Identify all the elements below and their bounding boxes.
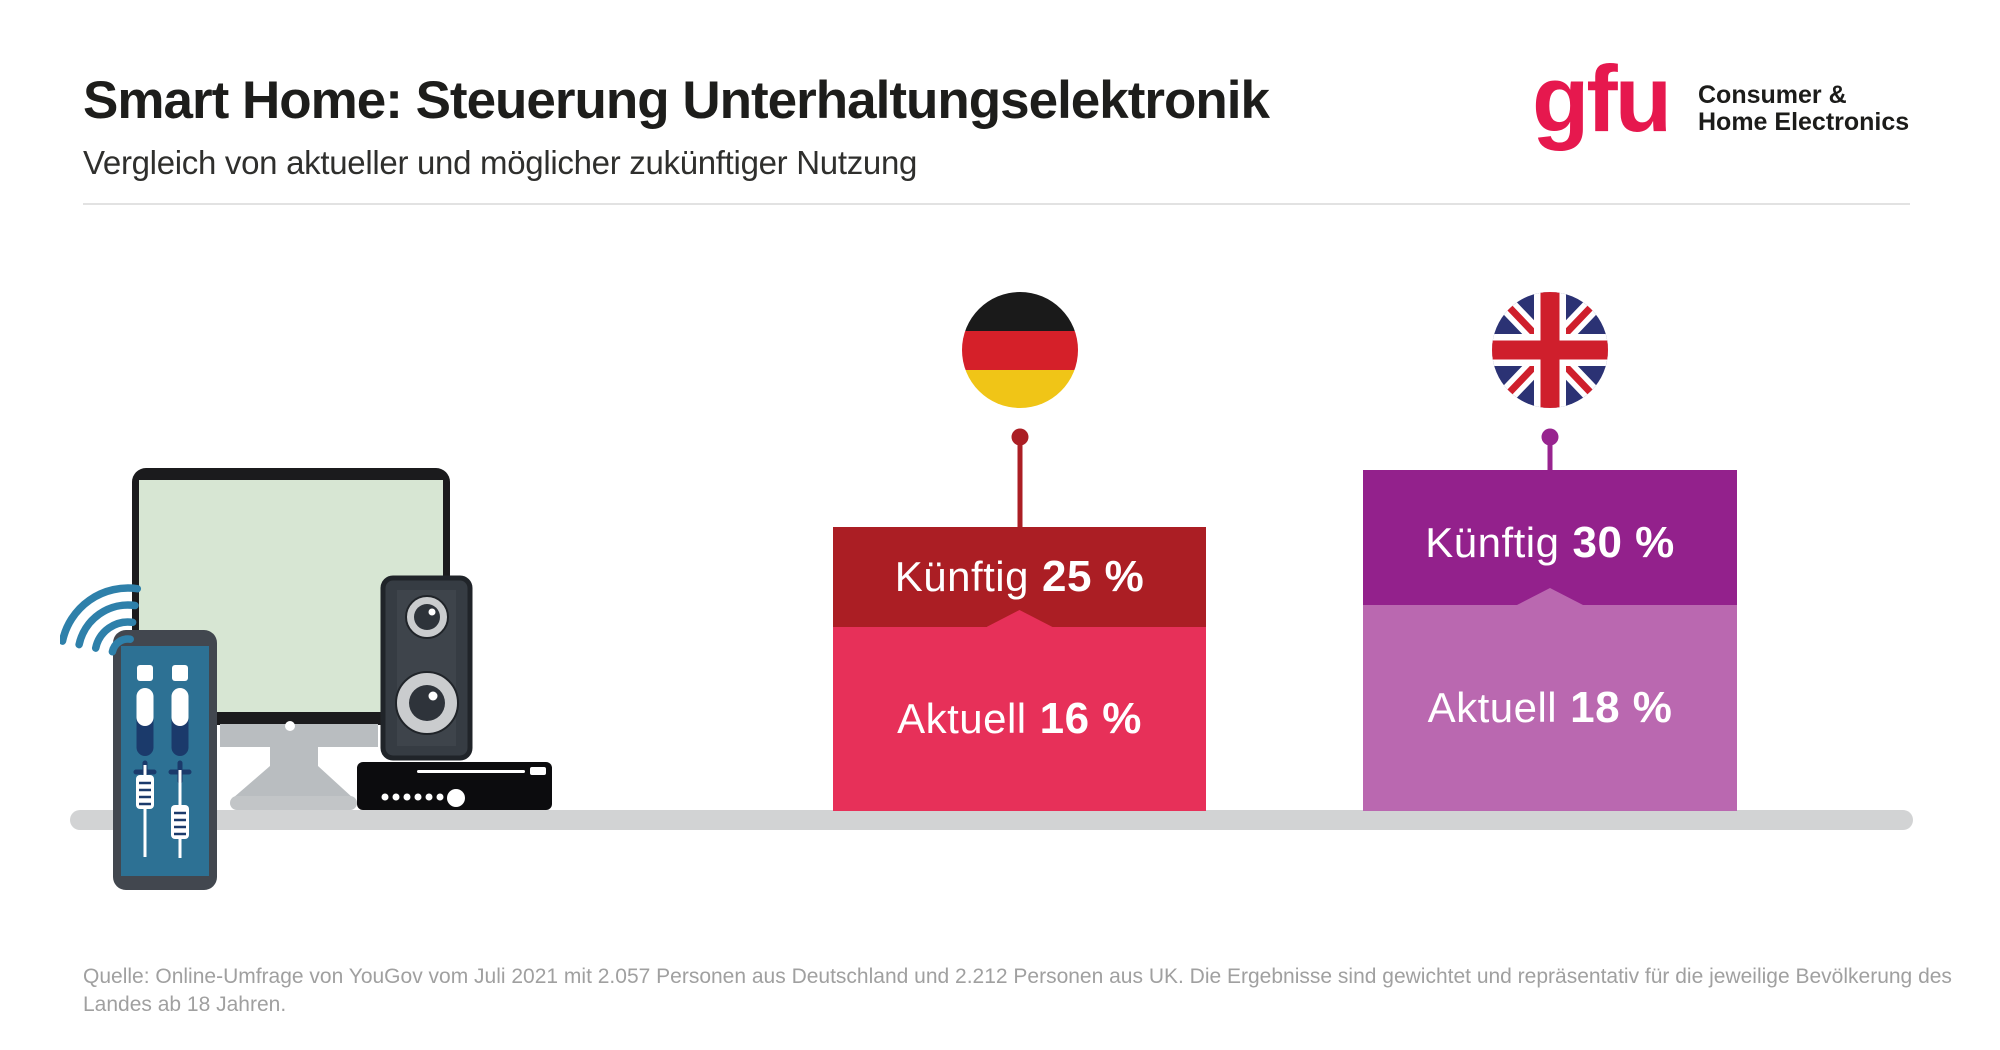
source-note-line1: Quelle: Online-Umfrage von YouGov vom Ju… xyxy=(83,965,1952,988)
uk-future-label: Künftig xyxy=(1425,518,1560,566)
germany-current-value: 16 % xyxy=(1039,694,1142,743)
header-divider xyxy=(83,203,1910,205)
uk-flag-icon xyxy=(1492,292,1608,472)
page-title: Smart Home: Steuerung Unterhaltungselekt… xyxy=(83,71,1270,130)
baseline-strip xyxy=(70,810,1913,830)
gfu-caption-line2: Home Electronics xyxy=(1698,108,1910,136)
speaker-illustration xyxy=(380,575,473,761)
uk-future-value: 30 % xyxy=(1572,517,1675,567)
smartphone-illustration xyxy=(113,630,217,890)
germany-bar: Künftig 25 % Aktuell 16 % xyxy=(833,527,1206,811)
source-note-line2: Landes ab 18 Jahren. xyxy=(83,993,287,1016)
gfu-wordmark: gfu xyxy=(1532,46,1672,151)
uk-bar: Künftig 30 % Aktuell 18 % xyxy=(1363,470,1737,811)
germany-current-label: Aktuell xyxy=(897,695,1027,742)
uk-current-value: 18 % xyxy=(1570,683,1673,732)
gfu-logo-caption: Consumer & Home Electronics xyxy=(1698,82,1909,136)
source-note: Quelle: Online-Umfrage von YouGov vom Ju… xyxy=(83,963,1952,1019)
receiver-illustration xyxy=(357,762,552,810)
germany-flag-icon xyxy=(962,292,1078,528)
page-subtitle: Vergleich von aktueller und möglicher zu… xyxy=(83,144,918,181)
wifi-icon xyxy=(60,584,142,656)
germany-future-label: Künftig xyxy=(894,553,1029,600)
uk-future-segment: Künftig 30 % xyxy=(1363,470,1737,605)
germany-current-segment: Aktuell 16 % xyxy=(833,627,1206,811)
uk-current-segment: Aktuell 18 % xyxy=(1363,605,1737,811)
germany-future-value: 25 % xyxy=(1041,552,1145,601)
gfu-caption-line1: Consumer & xyxy=(1698,81,1847,109)
devices-illustration xyxy=(60,468,552,890)
uk-current-label: Aktuell xyxy=(1427,684,1558,731)
